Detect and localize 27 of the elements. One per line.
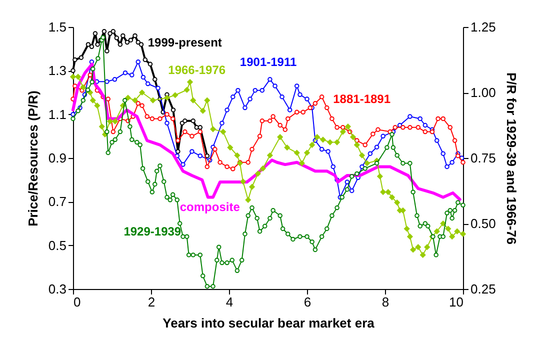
y2-tick-label: 1.00	[470, 85, 496, 100]
series-label: 1881-1891	[333, 92, 391, 106]
y2-tick-label: 1.25	[470, 20, 496, 34]
y-tick-label: 0.5	[48, 238, 66, 253]
x-tick-label: 0	[74, 294, 81, 310]
series-label: 1901-1911	[240, 54, 297, 69]
y-tick-label: 1.1	[48, 106, 66, 122]
y-axis-title: Price/Resources (P/R)	[25, 90, 40, 226]
y-tick-label: 0.7	[48, 194, 66, 210]
x-tick-label: 6	[304, 294, 312, 310]
y2-tick-label: 0.75	[470, 150, 496, 166]
series-label: 1966-1976	[168, 62, 226, 77]
y-tick-label: 1.3	[48, 63, 66, 78]
x-axis-title: Years into secular bear market era	[162, 316, 376, 330]
series-label: 1999-present	[148, 35, 222, 50]
x-tick-label: 8	[382, 294, 390, 310]
y2-tick-label: 0.50	[470, 216, 496, 231]
x-tick-label: 2	[148, 294, 156, 310]
y2-tick-label: 0.25	[470, 282, 496, 296]
y2-axis-title: P/R for 1929-39 and 1966-76	[504, 72, 519, 244]
y-tick-label: 1.5	[48, 20, 66, 34]
y-tick-label: 0.9	[48, 150, 66, 166]
series-label: composite	[180, 200, 240, 214]
x-tick-label: 4	[226, 294, 234, 310]
y-tick-label: 0.3	[48, 282, 66, 296]
x-tick-label: 10	[449, 294, 464, 310]
series-label: 1929-1939	[124, 224, 182, 238]
